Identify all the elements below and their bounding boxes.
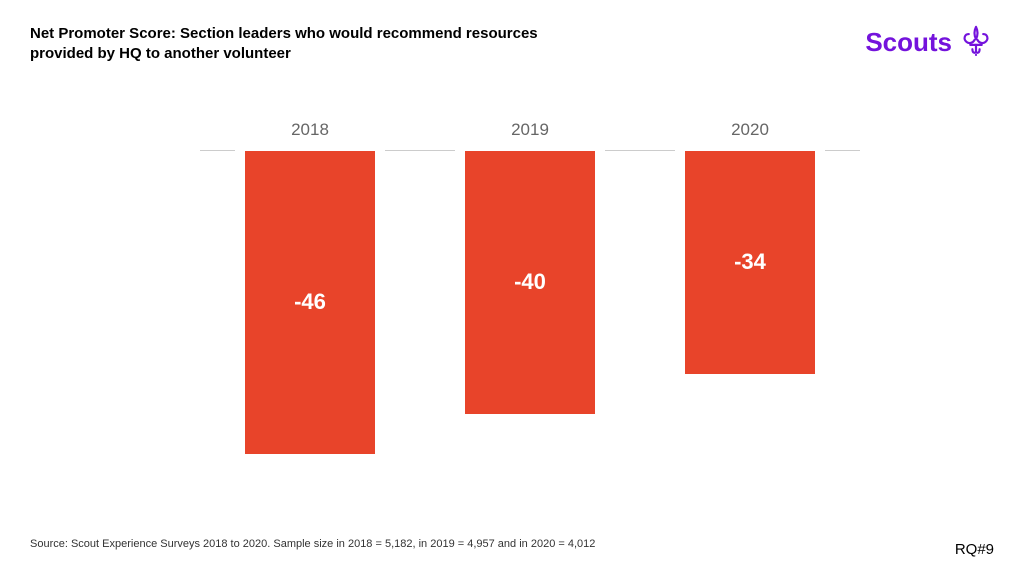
chart-title: Net Promoter Score: Section leaders who … (30, 24, 550, 63)
x-axis-labels: 2018 2019 2020 (200, 120, 860, 140)
bar-value-label: -46 (294, 289, 326, 315)
header: Net Promoter Score: Section leaders who … (30, 24, 994, 63)
bar-chart: 2018 2019 2020 -46 -40 -34 (200, 120, 860, 490)
bar-value-label: -34 (734, 249, 766, 275)
bar-slot: -34 (640, 150, 860, 490)
bars-container: -46 -40 -34 (200, 150, 860, 490)
bar-value-label: -40 (514, 269, 546, 295)
bar-gap (455, 149, 605, 151)
bar-2019: -40 (465, 150, 595, 414)
x-label: 2018 (200, 120, 420, 140)
bar-gap (675, 149, 825, 151)
source-text: Source: Scout Experience Surveys 2018 to… (30, 538, 595, 550)
logo-text: Scouts (865, 27, 952, 58)
x-label: 2019 (420, 120, 640, 140)
bar-slot: -46 (200, 150, 420, 490)
bar-2020: -34 (685, 150, 815, 374)
bar-2018: -46 (245, 150, 375, 454)
rq-label: RQ#9 (955, 541, 994, 558)
bar-gap (235, 149, 385, 151)
x-label: 2020 (640, 120, 860, 140)
fleur-de-lis-icon (958, 24, 994, 60)
bar-slot: -40 (420, 150, 640, 490)
scouts-logo: Scouts (865, 24, 994, 60)
